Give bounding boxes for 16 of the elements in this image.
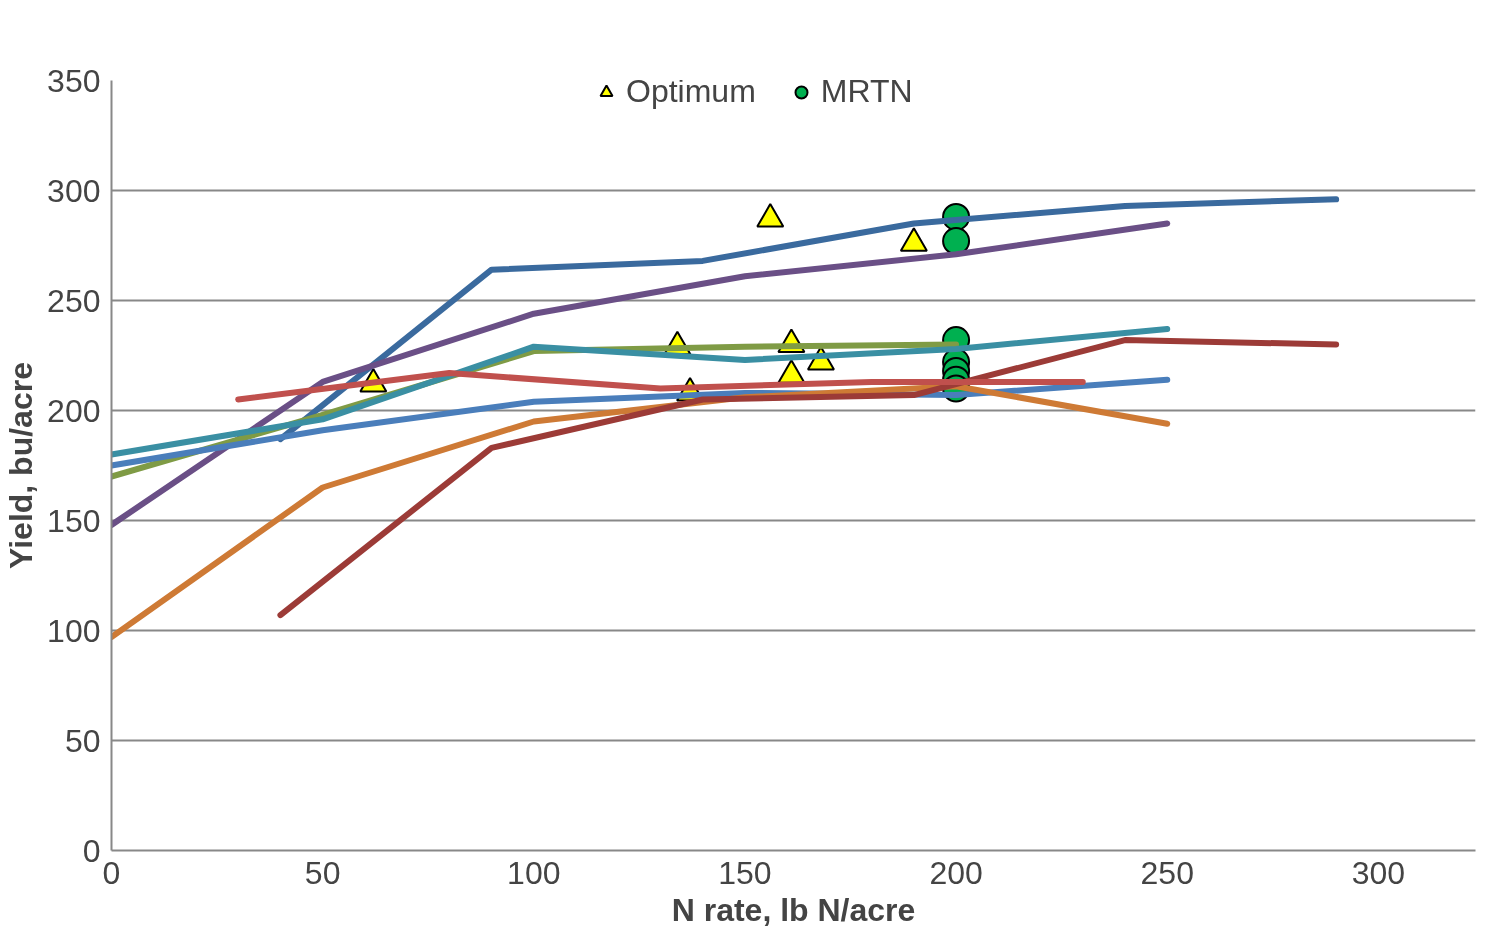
y-tick-label: 300 [47,172,101,209]
x-tick-label: 150 [718,854,772,891]
x-tick-label: 250 [1140,854,1194,891]
y-tick-label: 50 [64,722,101,759]
x-tick-label: 50 [304,854,341,891]
y-tick-label: 150 [47,502,101,539]
y-axis-title: Yield, bu/acre [3,362,40,569]
x-axis-title: N rate, lb N/acre [671,891,916,928]
y-tick-label: 200 [47,392,101,429]
y-tick-label: 100 [47,612,101,649]
legend-label: MRTN [820,79,913,110]
y-tick-label: 250 [47,282,101,319]
x-tick-label: 300 [1351,854,1406,891]
y-tick-label: 350 [47,62,101,99]
x-tick-label: 200 [929,854,983,891]
x-tick-label: 100 [507,854,561,891]
